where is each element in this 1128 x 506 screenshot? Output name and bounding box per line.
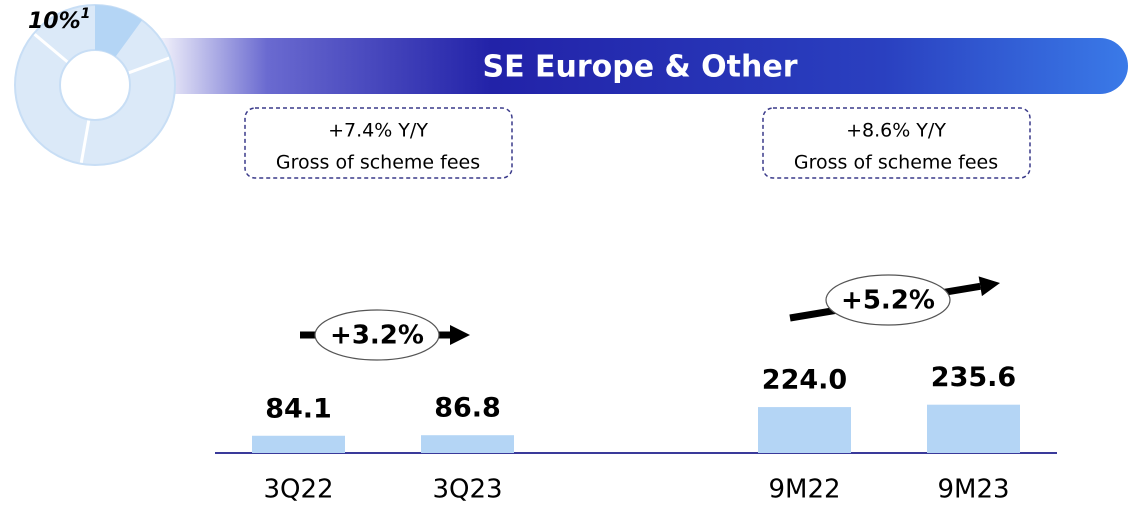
value-label: 84.1	[265, 393, 332, 424]
footnote-marker: 1	[81, 6, 91, 22]
bar	[252, 435, 345, 453]
category-label: 3Q23	[432, 475, 502, 505]
header-title: SE Europe & Other	[482, 50, 797, 85]
note-text: +7.4% Y/Y	[328, 120, 428, 142]
category-label: 9M23	[937, 475, 1009, 505]
header-bar	[150, 38, 1128, 94]
donut-divider	[79, 119, 91, 165]
note-text: +8.6% Y/Y	[846, 120, 946, 142]
donut-divider	[32, 32, 70, 64]
value-label: 235.6	[931, 362, 1016, 393]
donut-divider	[127, 56, 171, 75]
category-label: 9M22	[768, 475, 840, 505]
value-label: 86.8	[434, 393, 501, 424]
growth-label: +5.2%	[841, 286, 935, 316]
bar	[758, 407, 851, 453]
value-label: 224.0	[762, 365, 847, 396]
donut-inner	[59, 49, 131, 121]
note-text: Gross of scheme fees	[276, 152, 480, 174]
growth-label: +3.2%	[330, 321, 424, 351]
note-text: Gross of scheme fees	[794, 152, 998, 174]
donut-segment	[95, 5, 143, 57]
share-value: 10%	[28, 9, 81, 34]
note-box	[244, 107, 513, 179]
category-label: 3Q22	[263, 475, 333, 505]
growth-arrowhead	[978, 276, 1000, 297]
growth-ellipse	[314, 309, 440, 361]
bar	[421, 435, 514, 453]
share-label: 10%1	[28, 6, 90, 34]
note-box	[762, 107, 1031, 179]
growth-ellipse	[825, 274, 951, 326]
bar	[927, 404, 1020, 453]
growth-arrowhead	[450, 325, 470, 345]
